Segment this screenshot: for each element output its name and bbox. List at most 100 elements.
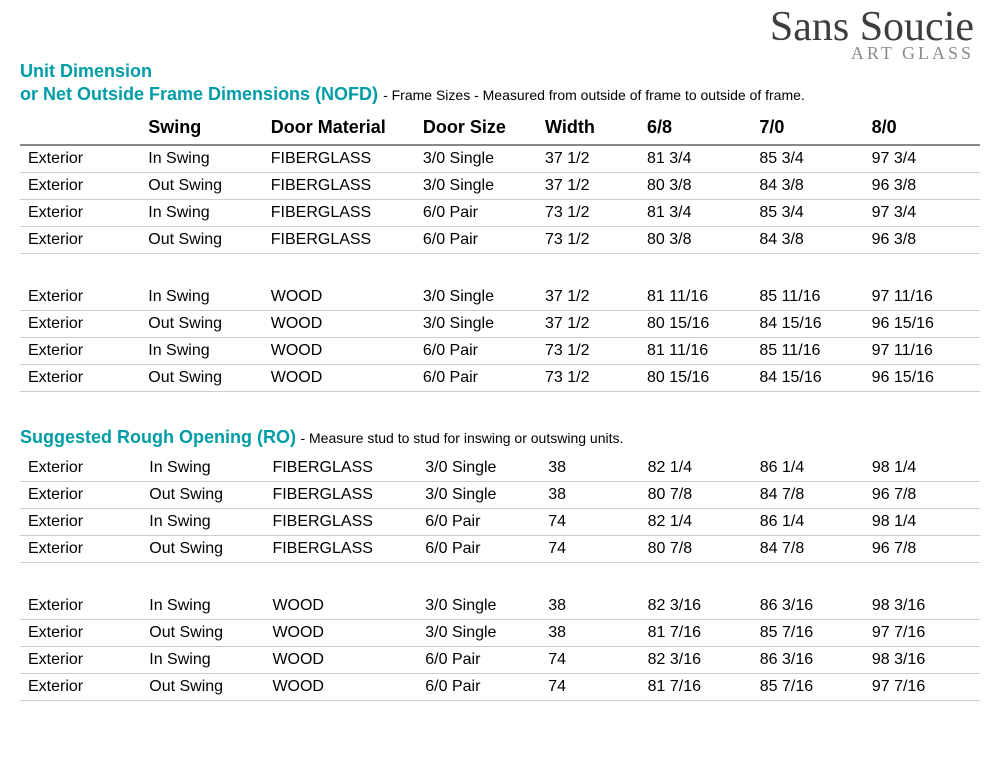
nofd-group-gap — [20, 254, 980, 285]
nofd-cell: 84 15/16 — [755, 311, 867, 338]
nofd-row: ExteriorOut SwingFIBERGLASS3/0 Single37 … — [20, 173, 980, 200]
ro-cell: In Swing — [145, 455, 268, 482]
ro-cell: Exterior — [20, 593, 145, 620]
nofd-cell: 84 3/8 — [755, 173, 867, 200]
section1-subtitle: - Frame Sizes - Measured from outside of… — [383, 87, 805, 103]
nofd-cell: 73 1/2 — [541, 365, 643, 392]
ro-cell: Exterior — [20, 508, 145, 535]
ro-cell: 3/0 Single — [421, 481, 544, 508]
ro-cell: 38 — [544, 455, 643, 482]
ro-cell: 74 — [544, 535, 643, 562]
table-nofd-body: ExteriorIn SwingFIBERGLASS3/0 Single37 1… — [20, 145, 980, 392]
ro-cell: Exterior — [20, 535, 145, 562]
nofd-cell: 81 11/16 — [643, 284, 755, 311]
nofd-cell: In Swing — [144, 200, 266, 227]
nofd-cell: 3/0 Single — [419, 173, 541, 200]
ro-cell: 98 3/16 — [868, 646, 980, 673]
nofd-cell: 3/0 Single — [419, 311, 541, 338]
nofd-cell: 6/0 Pair — [419, 338, 541, 365]
nofd-cell: 81 11/16 — [643, 338, 755, 365]
nofd-cell: Exterior — [20, 311, 144, 338]
nofd-cell: 97 11/16 — [868, 338, 980, 365]
ro-cell: WOOD — [268, 673, 421, 700]
ro-cell: FIBERGLASS — [268, 481, 421, 508]
nofd-cell: 96 3/8 — [868, 173, 980, 200]
ro-cell: 96 7/8 — [868, 535, 980, 562]
ro-cell: 86 3/16 — [756, 646, 868, 673]
nofd-cell: 37 1/2 — [541, 284, 643, 311]
nofd-cell: 3/0 Single — [419, 145, 541, 173]
nofd-cell: 80 15/16 — [643, 365, 755, 392]
nofd-cell: 96 3/8 — [868, 227, 980, 254]
nofd-cell: 6/0 Pair — [419, 227, 541, 254]
ro-cell: 6/0 Pair — [421, 673, 544, 700]
ro-cell: FIBERGLASS — [268, 455, 421, 482]
ro-row: ExteriorIn SwingFIBERGLASS3/0 Single3882… — [20, 455, 980, 482]
table-nofd: SwingDoor MaterialDoor SizeWidth6/87/08/… — [20, 111, 980, 392]
nofd-cell: 80 3/8 — [643, 173, 755, 200]
nofd-cell: 81 3/4 — [643, 200, 755, 227]
nofd-cell: In Swing — [144, 145, 266, 173]
nofd-cell: Out Swing — [144, 227, 266, 254]
nofd-cell: Out Swing — [144, 311, 266, 338]
nofd-cell: 81 3/4 — [643, 145, 755, 173]
ro-cell: 97 7/16 — [868, 673, 980, 700]
ro-cell: 98 3/16 — [868, 593, 980, 620]
nofd-cell: 80 3/8 — [643, 227, 755, 254]
ro-cell: 82 1/4 — [644, 508, 756, 535]
ro-cell: 38 — [544, 593, 643, 620]
ro-cell: WOOD — [268, 646, 421, 673]
section2-title-block: Suggested Rough Opening (RO) - Measure s… — [20, 426, 980, 449]
ro-cell: Out Swing — [145, 619, 268, 646]
nofd-cell: 73 1/2 — [541, 227, 643, 254]
ro-cell: Exterior — [20, 646, 145, 673]
section2-subtitle: - Measure stud to stud for inswing or ou… — [300, 430, 623, 446]
ro-cell: 80 7/8 — [644, 535, 756, 562]
nofd-cell: 37 1/2 — [541, 145, 643, 173]
ro-cell: Exterior — [20, 481, 145, 508]
col-header-3: Door Size — [419, 111, 541, 145]
nofd-cell: 85 3/4 — [755, 200, 867, 227]
section1-title-block: Unit Dimension or Net Outside Frame Dime… — [20, 60, 980, 105]
col-header-5: 6/8 — [643, 111, 755, 145]
ro-cell: 38 — [544, 619, 643, 646]
ro-row: ExteriorIn SwingFIBERGLASS6/0 Pair7482 1… — [20, 508, 980, 535]
ro-cell: 85 7/16 — [756, 673, 868, 700]
ro-row: ExteriorOut SwingFIBERGLASS6/0 Pair7480 … — [20, 535, 980, 562]
nofd-row: ExteriorOut SwingWOOD6/0 Pair73 1/280 15… — [20, 365, 980, 392]
nofd-cell: 97 3/4 — [868, 145, 980, 173]
nofd-cell: 97 3/4 — [868, 200, 980, 227]
ro-cell: 85 7/16 — [756, 619, 868, 646]
section2-title: Suggested Rough Opening (RO) — [20, 427, 296, 447]
nofd-cell: 97 11/16 — [868, 284, 980, 311]
col-header-7: 8/0 — [868, 111, 980, 145]
ro-cell: 81 7/16 — [644, 673, 756, 700]
table-ro-body: ExteriorIn SwingFIBERGLASS3/0 Single3882… — [20, 455, 980, 701]
ro-row: ExteriorIn SwingWOOD3/0 Single3882 3/168… — [20, 593, 980, 620]
ro-cell: Exterior — [20, 619, 145, 646]
col-header-6: 7/0 — [755, 111, 867, 145]
ro-cell: 84 7/8 — [756, 481, 868, 508]
nofd-cell: WOOD — [267, 338, 419, 365]
ro-cell: 3/0 Single — [421, 455, 544, 482]
brand-logo: Sans Soucie ART GLASS — [770, 6, 974, 62]
ro-cell: Out Swing — [145, 535, 268, 562]
nofd-cell: 80 15/16 — [643, 311, 755, 338]
nofd-cell: 96 15/16 — [868, 365, 980, 392]
nofd-cell: WOOD — [267, 365, 419, 392]
nofd-cell: Out Swing — [144, 365, 266, 392]
nofd-cell: Out Swing — [144, 173, 266, 200]
table-nofd-head: SwingDoor MaterialDoor SizeWidth6/87/08/… — [20, 111, 980, 145]
nofd-cell: 73 1/2 — [541, 338, 643, 365]
ro-cell: Exterior — [20, 673, 145, 700]
nofd-cell: 85 3/4 — [755, 145, 867, 173]
nofd-row: ExteriorIn SwingWOOD3/0 Single37 1/281 1… — [20, 284, 980, 311]
ro-cell: WOOD — [268, 593, 421, 620]
nofd-row: ExteriorIn SwingFIBERGLASS6/0 Pair73 1/2… — [20, 200, 980, 227]
ro-cell: 80 7/8 — [644, 481, 756, 508]
col-header-1: Swing — [144, 111, 266, 145]
nofd-row: ExteriorIn SwingFIBERGLASS3/0 Single37 1… — [20, 145, 980, 173]
ro-cell: 86 1/4 — [756, 508, 868, 535]
page: Sans Soucie ART GLASS Unit Dimension or … — [0, 0, 1000, 731]
nofd-cell: 6/0 Pair — [419, 365, 541, 392]
